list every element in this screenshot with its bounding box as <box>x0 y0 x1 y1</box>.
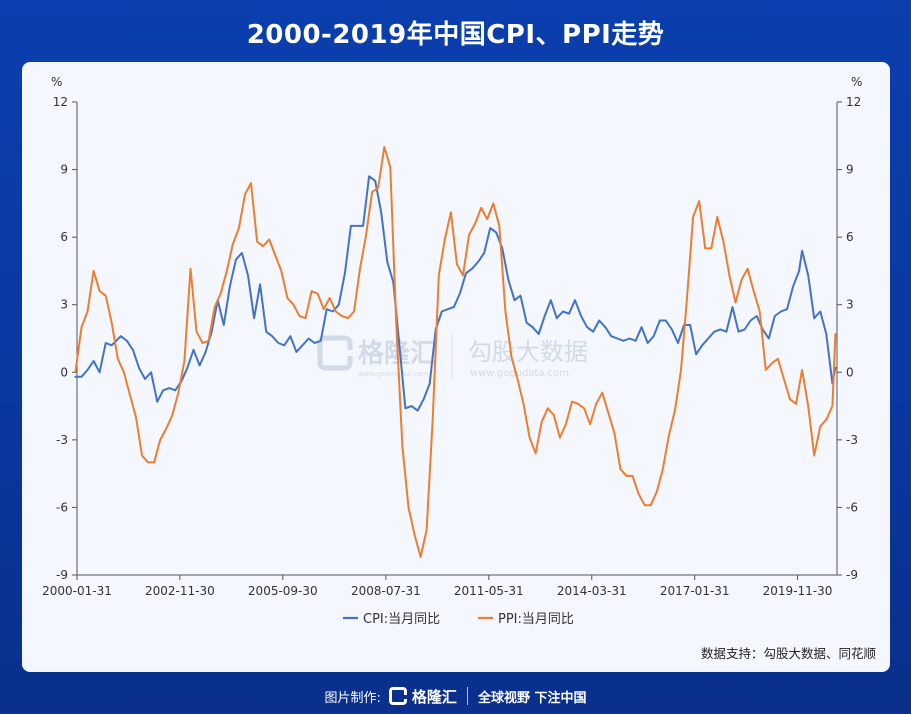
x-tick-label: 2008-07-31 <box>351 584 421 598</box>
y-tick-label-left: 0 <box>60 365 68 379</box>
x-tick-label: 2011-05-31 <box>454 584 524 598</box>
y-axis-unit-left: % <box>51 75 62 89</box>
legend: CPI:当月同比 PPI:当月同比 <box>343 612 574 627</box>
y-tick-label-left: 6 <box>60 230 68 244</box>
footer-slogan: 全球视野 下注中国 <box>477 690 587 706</box>
watermark-left-sub: www.gelonghui.com <box>358 370 429 378</box>
y-tick-label-right: 0 <box>846 365 854 379</box>
legend-label-cpi: CPI:当月同比 <box>363 612 440 627</box>
y-tick-label-left: -9 <box>56 568 68 582</box>
y-tick-label-left: -6 <box>56 500 68 514</box>
logo-icon <box>388 687 407 705</box>
source-note: 数据支持：勾股大数据、同花顺 <box>701 646 876 661</box>
y-tick-label-right: -9 <box>846 568 858 582</box>
chart-title: 2000-2019年中国CPI、PPI走势 <box>246 20 665 50</box>
footer-logo-text: 格隆汇 <box>411 687 457 706</box>
footer-logo: 格隆汇 <box>388 686 457 707</box>
x-tick-label: 2000-01-31 <box>42 584 112 598</box>
y-tick-label-right: 12 <box>846 95 861 109</box>
x-tick-label: 2014-03-31 <box>557 584 627 598</box>
watermark-right-text: 勾股大数据 <box>468 338 588 366</box>
y-tick-label-left: -3 <box>56 433 68 447</box>
footer-divider <box>466 687 468 705</box>
line-chart: 格隆汇 www.gelonghui.com 勾股大数据 www.gogudata… <box>42 75 876 661</box>
chart-panel: 格隆汇 www.gelonghui.com 勾股大数据 www.gogudata… <box>22 62 890 672</box>
x-tick-label: 2005-09-30 <box>248 584 318 598</box>
footer-credit: 图片制作: <box>324 690 381 706</box>
x-tick-label: 2019-11-30 <box>763 584 833 598</box>
x-tick-label: 2002-11-30 <box>145 584 215 598</box>
watermark: 格隆汇 www.gelonghui.com 勾股大数据 www.gogudata… <box>317 334 588 380</box>
y-tick-label-left: 9 <box>60 163 68 177</box>
y-tick-label-left: 3 <box>60 298 68 312</box>
series-line-cpi <box>74 175 837 412</box>
series-line-ppi <box>74 146 837 558</box>
y-tick-label-right: 9 <box>846 163 854 177</box>
y-tick-label-left: 12 <box>53 95 68 109</box>
x-tick-label: 2017-01-31 <box>660 584 730 598</box>
y-tick-label-right: -6 <box>846 500 858 514</box>
watermark-logo-icon <box>317 335 354 371</box>
y-tick-label-right: 3 <box>846 298 854 312</box>
y-axis-unit-right: % <box>851 75 862 89</box>
watermark-right-sub: www.gogudata.com <box>470 368 569 379</box>
y-tick-label-right: -3 <box>846 433 858 447</box>
legend-label-ppi: PPI:当月同比 <box>498 612 574 627</box>
footer: 图片制作: 格隆汇 全球视野 下注中国 <box>0 681 911 711</box>
y-tick-label-right: 6 <box>846 230 854 244</box>
